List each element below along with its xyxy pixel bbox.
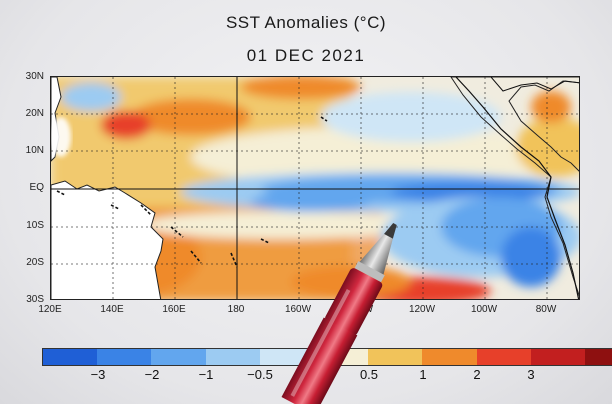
color-scale-segment	[97, 349, 152, 365]
color-scale-segment	[476, 349, 531, 365]
scale-label-neg1: −1	[198, 367, 214, 382]
scale-label-05: 0.5	[359, 367, 379, 382]
lat-label-30n: 30N	[25, 71, 44, 82]
lat-label-eq: EQ	[29, 182, 44, 193]
color-scale-segment	[422, 349, 477, 365]
scale-label-3: 3	[527, 367, 535, 382]
sst-anomaly-map	[50, 76, 580, 300]
scale-label-2: 2	[473, 367, 481, 382]
lon-label-140e: 140E	[100, 304, 124, 315]
color-scale-segment	[259, 349, 314, 365]
color-scale-segment	[530, 349, 585, 365]
lon-label-160e: 160E	[162, 304, 186, 315]
scale-label-1: 1	[419, 367, 427, 382]
map-canvas	[51, 77, 579, 299]
scale-label-neg05: −0.5	[247, 367, 273, 382]
lon-label-80w: 80W	[535, 304, 557, 315]
scale-label-neg2: −2	[144, 367, 160, 382]
color-scale-segment	[368, 349, 423, 365]
color-scale-segment	[205, 349, 260, 365]
color-scale-segment	[584, 349, 612, 365]
lon-label-160w: 160W	[284, 304, 312, 315]
lat-label-20s: 20S	[26, 257, 44, 268]
map-title: SST Anomalies (°C)	[225, 13, 387, 32]
lon-label-180: 180	[227, 304, 245, 315]
lon-label-120e: 120E	[38, 304, 62, 315]
lat-label-10n: 10N	[25, 145, 44, 156]
lat-label-30s: 30S	[26, 294, 44, 305]
scale-label-neg3: −3	[90, 367, 106, 382]
lon-label-100w: 100W	[470, 304, 498, 315]
color-scale-segment	[43, 349, 98, 365]
lat-label-20n: 20N	[25, 108, 44, 119]
map-date: 01 DEC 2021	[246, 46, 366, 65]
lat-label-10s: 10S	[26, 220, 44, 231]
color-scale-segment	[151, 349, 206, 365]
lon-label-120w: 120W	[408, 304, 436, 315]
